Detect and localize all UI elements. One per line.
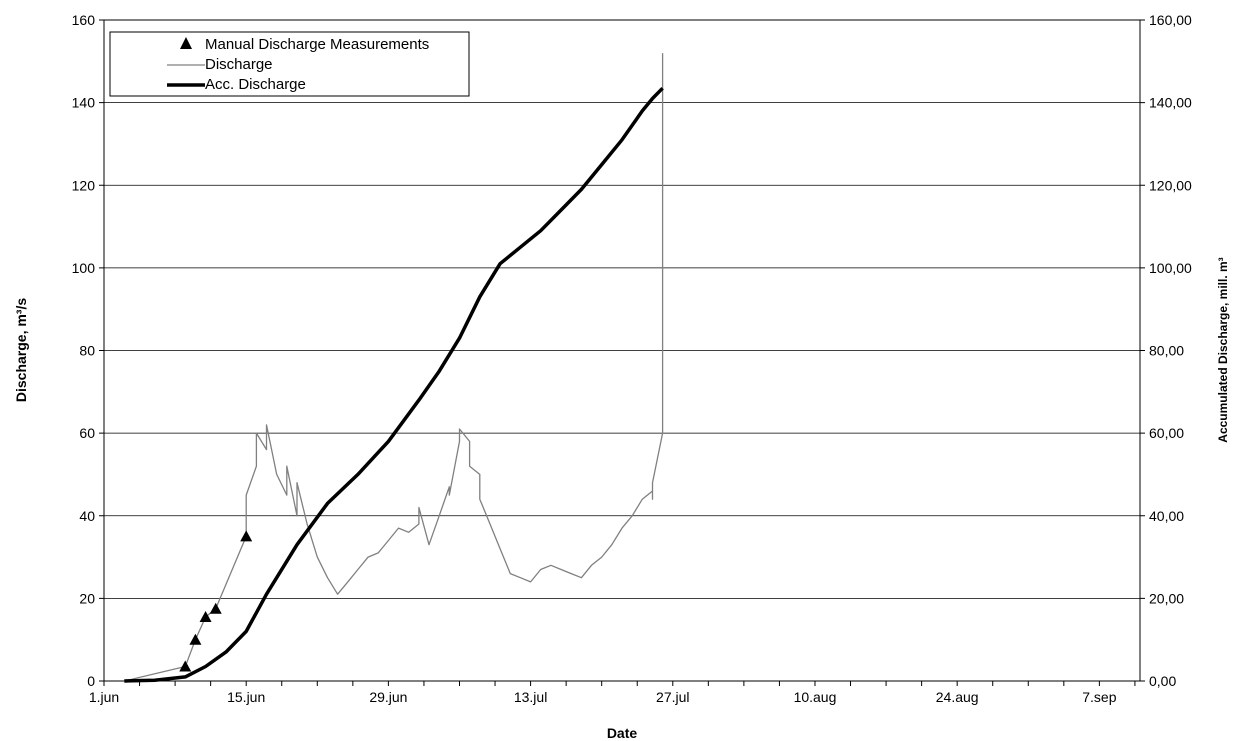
- left-axis-title: Discharge, m³/s: [13, 298, 29, 402]
- x-tick-label: 15.jun: [227, 689, 265, 705]
- legend-label-discharge: Discharge: [205, 56, 273, 73]
- y-tick-label-right: 100,00: [1149, 260, 1192, 276]
- manual-measurement-marker: [189, 633, 202, 645]
- manual-measurement-marker: [240, 530, 253, 542]
- y-tick-label-left: 160: [72, 12, 96, 28]
- x-tick-label: 13.jul: [514, 689, 547, 705]
- x-tick-label: 27.jul: [656, 689, 689, 705]
- y-tick-label-left: 0: [87, 673, 95, 689]
- y-tick-label-right: 0,00: [1149, 673, 1176, 689]
- y-tick-label-left: 100: [72, 260, 96, 276]
- series-layer: [124, 53, 664, 683]
- y-tick-label-right: 160,00: [1149, 12, 1192, 28]
- y-tick-label-right: 80,00: [1149, 343, 1184, 359]
- manual-measurement-marker: [179, 660, 192, 672]
- y-tick-label-left: 120: [72, 177, 96, 193]
- y-tick-label-left: 80: [79, 343, 95, 359]
- y-tick-label-left: 40: [79, 508, 95, 524]
- legend-triangle-marker-icon: [180, 37, 192, 49]
- y-tick-label-right: 120,00: [1149, 177, 1192, 193]
- right-axis-title: Accumulated Discharge, mill. m³: [1216, 257, 1230, 442]
- x-axis-title: Date: [607, 725, 638, 741]
- y-tick-label-left: 60: [79, 425, 95, 441]
- x-tick-label: 7.sep: [1082, 689, 1116, 705]
- y-tick-label-right: 60,00: [1149, 425, 1184, 441]
- y-tick-label-left: 140: [72, 95, 96, 111]
- x-tick-label: 29.jun: [369, 689, 407, 705]
- manual-measurement-marker: [199, 610, 212, 622]
- discharge-series-line: [124, 53, 664, 682]
- y-tick-label-right: 140,00: [1149, 95, 1192, 111]
- manual-measurement-marker: [209, 602, 222, 614]
- legend-label-acc-discharge: Acc. Discharge: [205, 76, 306, 93]
- acc-discharge-series-line: [124, 86, 664, 683]
- x-tick-label: 1.jun: [89, 689, 119, 705]
- tick-layer: 0 0,00 20 20,00 40 40,00 60 60,00 80 80,00 100 100,…: [72, 12, 1192, 705]
- y-tick-label-left: 20: [79, 590, 95, 606]
- legend: Manual Discharge Measurements Discharge …: [109, 31, 470, 97]
- y-tick-label-right: 40,00: [1149, 508, 1184, 524]
- x-tick-label: 24.aug: [936, 689, 979, 705]
- x-tick-label: 10.aug: [794, 689, 837, 705]
- grid-layer: [104, 19, 1140, 599]
- legend-label-manual-measurements: Manual Discharge Measurements: [205, 36, 429, 53]
- y-tick-label-right: 20,00: [1149, 590, 1184, 606]
